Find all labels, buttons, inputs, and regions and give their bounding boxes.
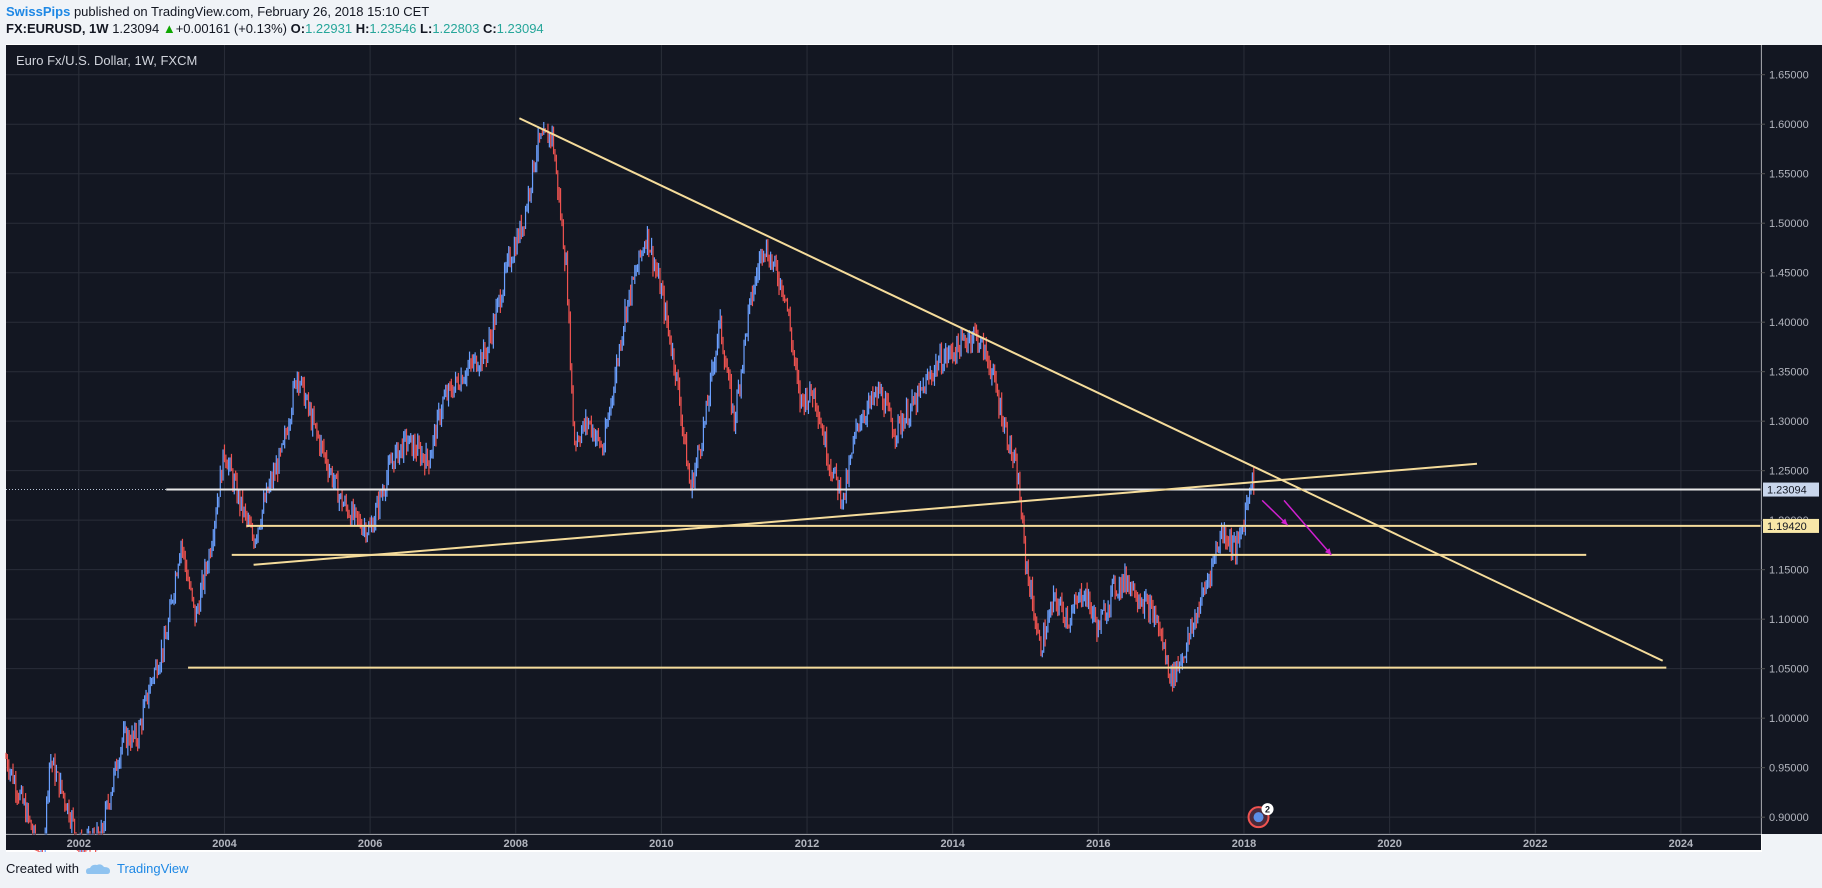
publish-line: SwissPips published on TradingView.com, …	[6, 4, 429, 19]
tradingview-cloud-icon	[85, 863, 110, 874]
symbol-label: FX:EURUSD, 1W	[6, 21, 109, 36]
y-tick-label: 0.90000	[1769, 812, 1809, 824]
x-tick-label: 2006	[358, 838, 382, 850]
x-tick-label: 2012	[795, 838, 819, 850]
x-tick-label: 2010	[649, 838, 673, 850]
event-badge-count: 2	[1265, 805, 1270, 815]
y-tick-label: 1.40000	[1769, 317, 1809, 329]
high-label: H:	[355, 21, 370, 36]
symbol-line: FX:EURUSD, 1W 1.23094 ▲+0.00161 (+0.13%)…	[6, 21, 544, 36]
up-arrow-icon: ▲	[162, 21, 176, 36]
y-tick-label: 1.05000	[1769, 664, 1809, 676]
y-tick-label: 1.55000	[1769, 169, 1809, 181]
price-axis-bg	[1762, 45, 1822, 834]
trend-line	[253, 462, 1478, 566]
open-label: O:	[290, 21, 306, 36]
open-value: 1.22931	[305, 21, 353, 36]
event-marker-dot	[1253, 812, 1264, 823]
price-change: +0.00161 (+0.13%)	[175, 21, 287, 36]
y-tick-label: 1.50000	[1769, 218, 1809, 230]
plot-area[interactable]	[6, 45, 1761, 834]
y-tick-label: 1.45000	[1769, 268, 1809, 280]
candles	[5, 121, 1255, 852]
price-label-bg	[1763, 482, 1819, 497]
x-tick-label: 2016	[1086, 838, 1110, 850]
arrow-head-icon	[1324, 548, 1332, 555]
grid	[6, 45, 1761, 834]
time-axis[interactable]: 2002 2004 2006 2008 2010 2012 2014 2016 2018 2020…	[6, 833, 1761, 850]
y-tick-label: 1.30000	[1769, 416, 1809, 428]
low-value: 1.22803	[432, 21, 480, 36]
tradingview-link[interactable]: TradingView	[116, 861, 189, 876]
price-label-bg	[1763, 518, 1819, 533]
high-value: 1.23546	[369, 21, 417, 36]
y-tick-label: 0.95000	[1769, 763, 1809, 775]
x-tick-label: 2022	[1523, 838, 1547, 850]
close-value: 1.23094	[496, 21, 544, 36]
x-tick-label: 2002	[67, 838, 91, 850]
event-badge-bg	[1261, 803, 1274, 816]
published-text: published on TradingView.com, February 2…	[73, 4, 430, 19]
trend-line	[518, 117, 1664, 662]
chart-title: Euro Fx/U.S. Dollar, 1W, FXCM	[16, 53, 197, 68]
x-tick-label: 2004	[212, 838, 237, 850]
created-with-label: Created with	[6, 861, 79, 876]
footer: Created with TradingView	[6, 861, 189, 876]
y-tick-label: 1.35000	[1769, 367, 1809, 379]
x-tick-label: 2008	[504, 838, 528, 850]
y-tick-label: 1.15000	[1769, 565, 1809, 577]
x-tick-label: 2018	[1232, 838, 1256, 850]
price-axis[interactable]: 0.90000 0.95000 1.00000 1.05000 1.10000 1.150…	[1760, 45, 1822, 834]
y-tick-label: 1.60000	[1769, 119, 1809, 131]
arrow-head-icon	[1281, 518, 1288, 526]
y-tick-label: 1.65000	[1769, 70, 1809, 82]
projection-arrow	[1283, 499, 1332, 556]
drawings: 2	[6, 117, 1761, 829]
x-tick-label: 2014	[940, 838, 965, 850]
y-tick-label: 1.10000	[1769, 614, 1809, 626]
y-tick-label: 1.25000	[1769, 466, 1809, 478]
price-label: 1.19420	[1767, 521, 1807, 533]
y-tick-label: 1.00000	[1769, 713, 1809, 725]
last-price: 1.23094	[112, 21, 160, 36]
price-chart[interactable]: 2 0.90000 0.95000 1.00000 1.05000 1.10000 1.1…	[0, 42, 1822, 852]
author-link[interactable]: SwissPips	[6, 4, 71, 19]
low-label: L:	[420, 21, 433, 36]
time-axis-bg	[6, 835, 1761, 850]
x-tick-label: 2024	[1669, 838, 1694, 850]
price-label: 1.23094	[1767, 485, 1807, 497]
x-tick-label: 2020	[1377, 838, 1401, 850]
close-label: C:	[482, 21, 497, 36]
